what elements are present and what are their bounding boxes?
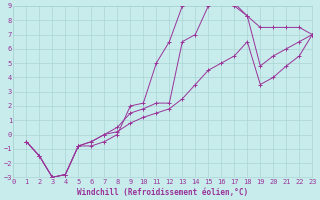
X-axis label: Windchill (Refroidissement éolien,°C): Windchill (Refroidissement éolien,°C)	[77, 188, 248, 197]
